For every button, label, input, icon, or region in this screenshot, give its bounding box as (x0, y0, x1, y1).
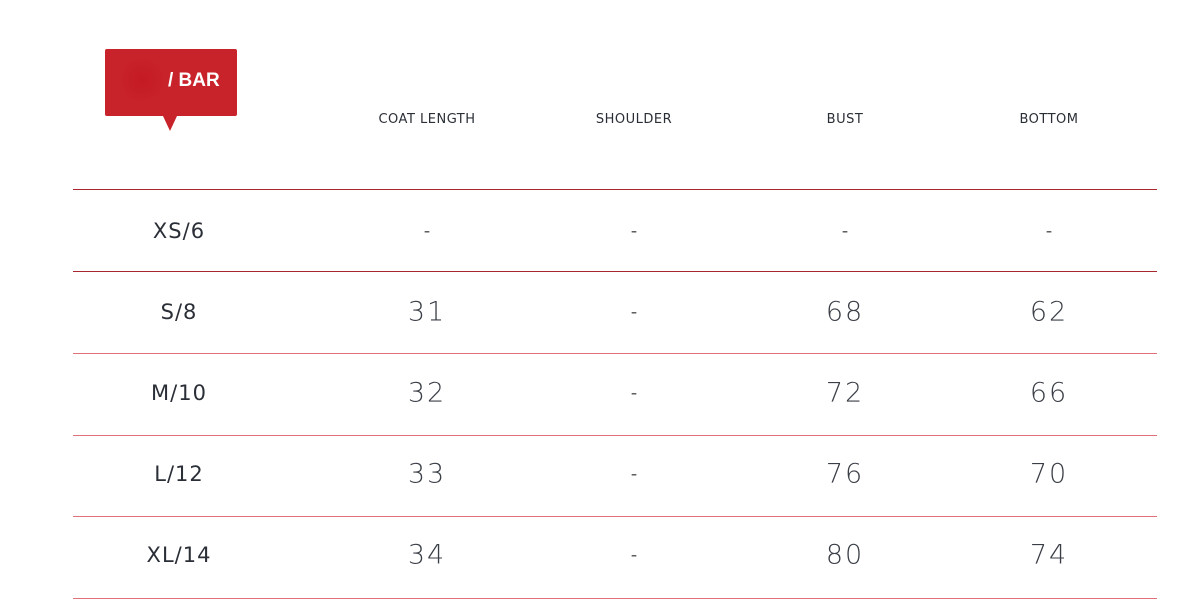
size-label: XS/6 (152, 219, 206, 243)
size-chart-badge: / BAR (105, 49, 237, 131)
measurement-cell: 31 (407, 296, 447, 328)
measurement-cell: 34 (407, 539, 447, 571)
row-divider (73, 271, 1157, 272)
measurement-cell: - (423, 220, 431, 242)
measurement-cell: - (630, 463, 638, 485)
size-label: L/12 (154, 462, 204, 486)
measurement-cell: - (630, 220, 638, 242)
column-header: BUST (826, 112, 864, 127)
measurement-cell: - (1045, 220, 1053, 242)
badge-label: / BAR (168, 70, 220, 91)
row-divider (73, 435, 1157, 436)
measurement-cell: 74 (1029, 539, 1069, 571)
measurement-cell: - (630, 382, 638, 404)
measurement-cell: 80 (825, 539, 865, 571)
measurement-cell: 68 (825, 296, 865, 328)
measurement-cell: 76 (825, 458, 865, 490)
measurement-cell: - (630, 301, 638, 323)
measurement-cell: - (841, 220, 849, 242)
row-divider (73, 353, 1157, 354)
size-label: S/8 (160, 300, 198, 324)
measurement-cell: - (630, 544, 638, 566)
row-divider (73, 598, 1157, 599)
row-divider (73, 189, 1157, 190)
size-label: M/10 (151, 381, 207, 405)
column-header: COAT LENGTH (378, 112, 476, 127)
measurement-cell: 32 (407, 377, 447, 409)
badge-pointer (163, 116, 177, 131)
measurement-cell: 72 (825, 377, 865, 409)
blurred-logo (119, 57, 165, 103)
measurement-cell: 66 (1029, 377, 1069, 409)
measurement-cell: 62 (1029, 296, 1069, 328)
measurement-cell: 33 (407, 458, 447, 490)
size-label: XL/14 (146, 543, 212, 567)
measurement-cell: 70 (1029, 458, 1069, 490)
row-divider (73, 516, 1157, 517)
column-header: BOTTOM (1019, 112, 1079, 127)
column-header: SHOULDER (595, 112, 673, 127)
